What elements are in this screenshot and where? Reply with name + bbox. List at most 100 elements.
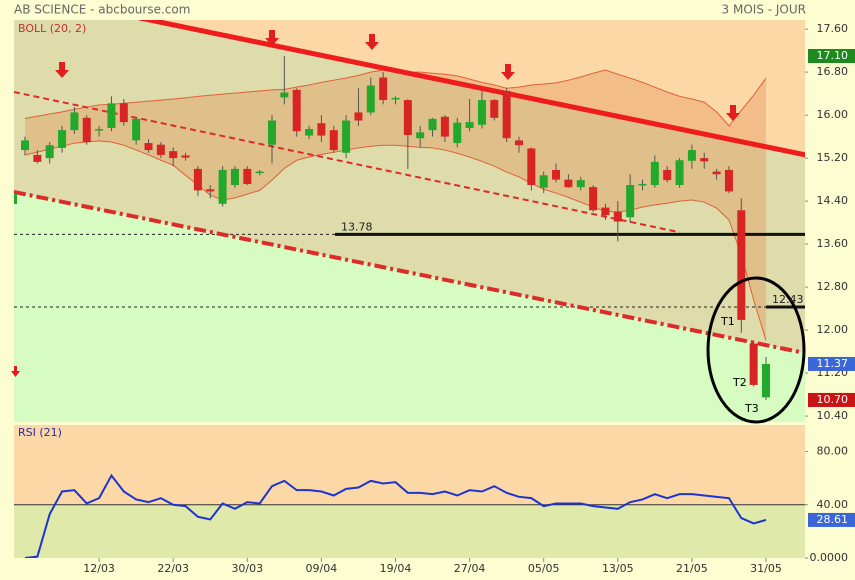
- chart-subtitle: 3 MOIS - JOUR: [722, 3, 806, 17]
- axes: 17.60 16.80 16.00 15.20 14.40 13.60 12.80 12.00…: [83, 22, 855, 575]
- price-marker-label: 17.10: [817, 49, 849, 62]
- x-tick-label: 19/04: [380, 562, 412, 575]
- candle-body: [762, 363, 770, 398]
- x-tick-label: 05/05: [528, 562, 560, 575]
- level-label: 13.78: [341, 220, 373, 233]
- price-marker: [808, 392, 855, 407]
- band-area: [25, 69, 766, 341]
- rsi-lower-zone: [14, 504, 805, 558]
- candle-body: [218, 169, 227, 204]
- candle-body: [428, 118, 437, 131]
- y-tick-label: 16.00: [817, 108, 849, 121]
- chart-title: AB SCIENCE - abcbourse.com: [14, 3, 190, 17]
- y-tick-label: 12.80: [817, 280, 849, 293]
- candle-body: [626, 184, 635, 218]
- candle-body: [539, 175, 548, 188]
- candle-body: [342, 120, 351, 153]
- rsi-line: [24, 473, 767, 558]
- candle-body: [687, 150, 696, 161]
- candle-body: [354, 112, 363, 121]
- candle-body: [230, 168, 239, 185]
- candle-body: [255, 171, 264, 174]
- y-tick-label: 0.0000: [810, 551, 849, 564]
- candle-body: [675, 160, 684, 185]
- candle-body: [132, 118, 141, 141]
- y-tick-label: 40.00: [817, 498, 849, 511]
- y-tick-label: 16.80: [817, 65, 849, 78]
- candle-body: [329, 130, 338, 151]
- candle-body: [268, 120, 276, 145]
- y-tick-label: 14.40: [817, 194, 849, 207]
- sell-arrow: [501, 64, 515, 80]
- candle-body: [243, 168, 252, 184]
- candle-body: [45, 145, 54, 159]
- overlay: T1 T2 T3 AB SCIENCE - abcbourse.com 3 MO…: [11, 3, 806, 439]
- candle-body: [477, 100, 486, 125]
- candle-body: [724, 169, 733, 192]
- level-label: 12.43: [772, 293, 804, 306]
- price-marker-label: 10.70: [817, 393, 849, 406]
- candle-body: [440, 116, 449, 137]
- y-tick-label: 15.20: [817, 151, 849, 164]
- candle-body: [638, 183, 647, 186]
- candle-body: [144, 143, 153, 151]
- annotation: T1: [720, 315, 735, 328]
- candle-body: [317, 123, 326, 136]
- candle-body: [613, 211, 622, 222]
- candle-body: [193, 168, 202, 191]
- rsi-marker-label: 28.61: [817, 513, 849, 526]
- channel-zone: [14, 20, 805, 354]
- highlight-ellipse: [706, 276, 806, 424]
- y-tick-label: 13.60: [817, 237, 849, 250]
- y-tick-label: 80.00: [817, 445, 849, 458]
- price-marker: [808, 49, 855, 64]
- price-panel: [14, 20, 805, 422]
- candle-body: [527, 148, 536, 185]
- candle-body: [33, 154, 42, 162]
- x-tick-label: 22/03: [157, 562, 189, 575]
- candle-body: [576, 180, 585, 188]
- annotation: T3: [744, 402, 759, 415]
- indicator-label: RSI (21): [18, 426, 62, 439]
- candle-body: [82, 117, 91, 142]
- x-tick-label: 30/03: [231, 562, 263, 575]
- annotation: T2: [732, 376, 747, 389]
- rsi-upper-zone: [14, 425, 805, 505]
- candle-body: [206, 189, 215, 192]
- sell-arrow: [11, 366, 20, 377]
- rsi-marker: [808, 512, 855, 527]
- trendline: [14, 190, 801, 355]
- candle-body: [156, 144, 165, 155]
- x-tick-label: 27/04: [454, 562, 486, 575]
- x-tick-label: 31/05: [750, 562, 782, 575]
- trendline: [137, 20, 805, 158]
- candle-body: [95, 129, 104, 131]
- sell-arrow: [55, 62, 69, 78]
- candle-body: [366, 85, 375, 113]
- zone-above-channel: [14, 20, 805, 155]
- candle-body: [107, 103, 116, 129]
- candle-body: [502, 90, 511, 139]
- candle-body: [564, 179, 573, 188]
- sell-arrow: [365, 34, 379, 50]
- candle-body: [21, 140, 29, 151]
- candle-body: [416, 132, 425, 139]
- signal-arrows: [11, 30, 740, 377]
- price-marker: [808, 356, 855, 371]
- band-lower: [24, 140, 767, 341]
- candle-body: [305, 129, 314, 136]
- rsi-panel: [14, 425, 805, 558]
- candle-body: [119, 103, 128, 123]
- candle-body: [58, 130, 67, 148]
- candle-body: [737, 210, 746, 320]
- y-tick-label: 10.40: [817, 409, 849, 422]
- sell-arrow: [265, 30, 279, 46]
- sell-arrow: [726, 105, 740, 121]
- x-tick-label: 21/05: [676, 562, 708, 575]
- candle-body: [379, 77, 388, 101]
- y-tick-label: 12.00: [817, 323, 849, 336]
- x-tick-label: 09/04: [306, 562, 338, 575]
- candle-body: [712, 171, 721, 175]
- candle-body: [700, 158, 709, 162]
